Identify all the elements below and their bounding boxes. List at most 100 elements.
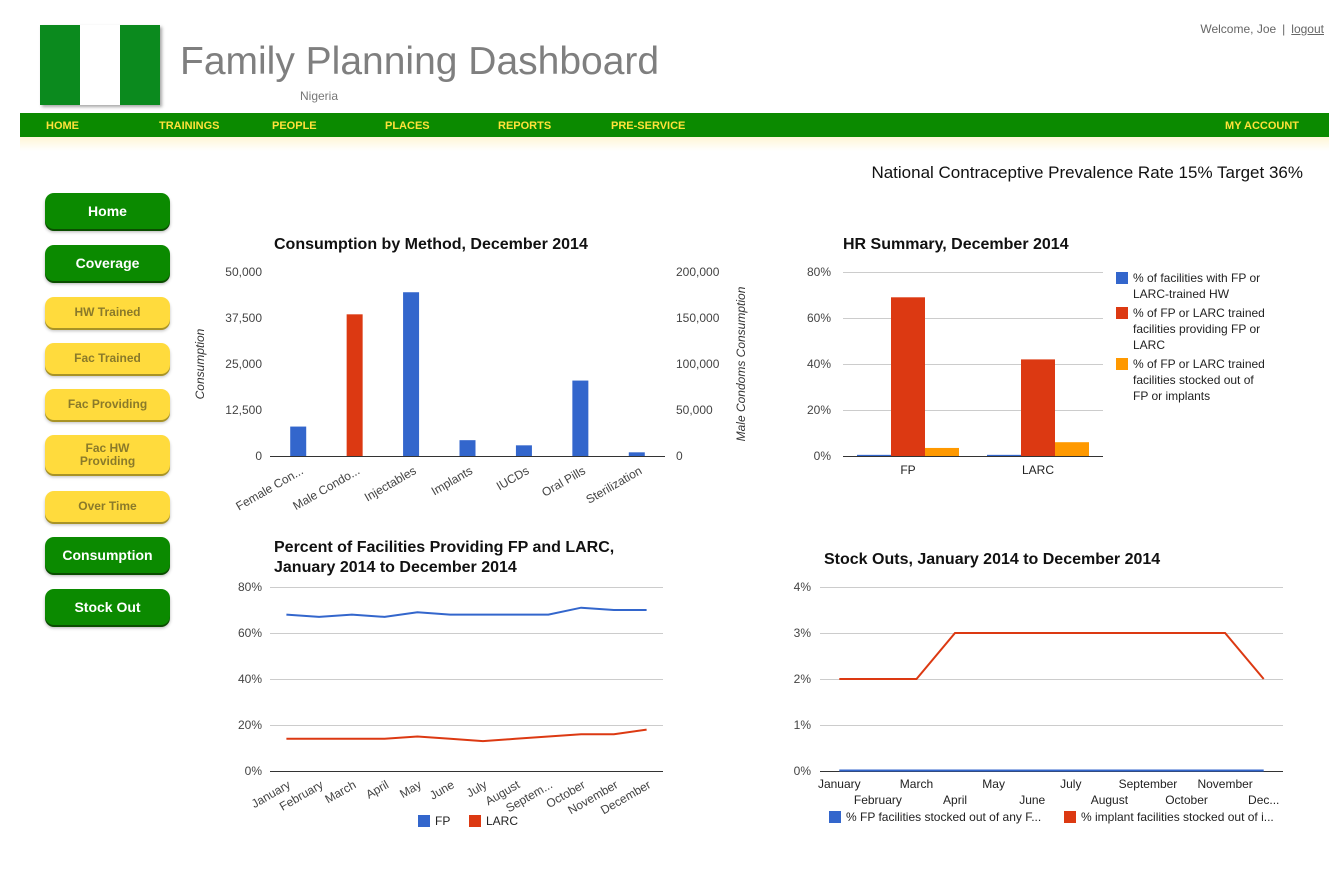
stockouts-ytick: 0% bbox=[794, 764, 812, 778]
stockouts-ytick: 4% bbox=[794, 580, 812, 594]
consumption-ytick-right: 200,000 bbox=[676, 265, 720, 279]
providing-series-line bbox=[286, 728, 647, 743]
providing-title-line2: January 2014 to December 2014 bbox=[274, 559, 517, 576]
providing-chart-title: Percent of Facilities Providing FP and L… bbox=[274, 538, 614, 578]
hr-legend-label: % of FP or LARC trained bbox=[1133, 306, 1265, 320]
consumption-ytick-right: 150,000 bbox=[676, 311, 720, 325]
stockouts-legend-swatch bbox=[1064, 811, 1076, 823]
providing-ytick: 40% bbox=[238, 672, 262, 686]
providing-xtick-label: April bbox=[363, 777, 391, 801]
sidebar-over-time-button[interactable]: Over Time bbox=[45, 491, 170, 522]
app-title: Family Planning Dashboard bbox=[180, 40, 660, 83]
providing-series-line bbox=[286, 606, 647, 618]
consumption-ylabel-left: Consumption bbox=[193, 328, 207, 399]
providing-ytick: 20% bbox=[238, 718, 262, 732]
hr-bar bbox=[891, 297, 925, 456]
providing-legend-swatch bbox=[469, 815, 481, 827]
nav-home[interactable]: HOME bbox=[46, 120, 79, 132]
stockouts-xtick-label: Dec... bbox=[1248, 793, 1279, 807]
consumption-ytick-left: 37,500 bbox=[225, 311, 262, 325]
consumption-bar-consumption bbox=[403, 292, 420, 456]
providing-legend-swatch bbox=[418, 815, 430, 827]
hr-bar bbox=[1021, 359, 1055, 456]
stockouts-xtick-label: June bbox=[1019, 793, 1045, 807]
hr-bar bbox=[987, 454, 1021, 456]
hr-legend-label: % of facilities with FP or bbox=[1133, 271, 1260, 285]
hr-legend-label: % of FP or LARC trained bbox=[1133, 357, 1265, 371]
consumption-xtick-label: Sterilization bbox=[584, 463, 645, 506]
providing-legend-label: LARC bbox=[486, 814, 518, 828]
fac-hw-providing-line2: Providing bbox=[79, 453, 136, 468]
hr-legend-label: FP or implants bbox=[1133, 389, 1210, 403]
consumption-ytick-left: 50,000 bbox=[225, 265, 262, 279]
consumption-ytick-right: 100,000 bbox=[676, 357, 720, 371]
stockouts-xtick-label: October bbox=[1165, 793, 1208, 807]
consumption-bar-consumption bbox=[459, 440, 476, 456]
stockouts-legend-label: % implant facilities stocked out of i... bbox=[1081, 810, 1274, 824]
user-separator: | bbox=[1282, 22, 1286, 36]
stockouts-ytick: 3% bbox=[794, 626, 812, 640]
nav-people[interactable]: PEOPLE bbox=[272, 120, 317, 132]
stockouts-xtick-label: March bbox=[900, 777, 933, 791]
sidebar-fac-hw-providing-button[interactable]: Fac HW Providing bbox=[45, 435, 170, 474]
sidebar-fac-providing-button[interactable]: Fac Providing bbox=[45, 389, 170, 420]
sidebar-stock-out-button[interactable]: Stock Out bbox=[45, 589, 170, 625]
stockouts-xtick-label: February bbox=[854, 793, 902, 807]
hr-legend-swatch bbox=[1116, 358, 1128, 370]
providing-xtick-label: March bbox=[322, 777, 358, 806]
nav-pre-service[interactable]: PRE-SERVICE bbox=[611, 120, 686, 132]
consumption-bar-consumption bbox=[515, 445, 532, 456]
logout-link[interactable]: logout bbox=[1291, 22, 1324, 36]
hr-legend-label: facilities stocked out of bbox=[1133, 373, 1254, 387]
providing-title-line1: Percent of Facilities Providing FP and L… bbox=[274, 539, 615, 556]
stockouts-ytick: 1% bbox=[794, 718, 812, 732]
providing-xtick-label: June bbox=[427, 777, 457, 802]
hr-bar bbox=[1055, 442, 1089, 456]
consumption-bar-consumption bbox=[290, 426, 307, 456]
contraceptive-prevalence-rate: National Contraceptive Prevalence Rate 1… bbox=[871, 163, 1303, 182]
hr-bar bbox=[925, 447, 959, 456]
stockouts-xtick-label: April bbox=[943, 793, 967, 807]
top-nav-bar: HOME TRAININGS PEOPLE PLACES REPORTS PRE… bbox=[20, 113, 1329, 137]
hr-legend-label: LARC bbox=[1133, 338, 1165, 352]
providing-xtick-label: May bbox=[397, 777, 424, 800]
sidebar-coverage-button[interactable]: Coverage bbox=[45, 245, 170, 281]
providing-ytick: 0% bbox=[245, 764, 263, 778]
stockouts-xtick-label: September bbox=[1119, 777, 1178, 791]
country-subtitle: Nigeria bbox=[300, 89, 339, 103]
hr-ytick: 40% bbox=[807, 357, 831, 371]
stockouts-xtick-label: July bbox=[1060, 777, 1081, 791]
sidebar-home-button[interactable]: Home bbox=[45, 193, 170, 229]
consumption-bar-consumption bbox=[628, 452, 645, 456]
providing-ytick: 80% bbox=[238, 580, 262, 594]
nav-places[interactable]: PLACES bbox=[385, 120, 430, 132]
consumption-ytick-left: 0 bbox=[255, 449, 262, 463]
sidebar-consumption-button[interactable]: Consumption bbox=[45, 537, 170, 573]
hr-ytick: 0% bbox=[814, 449, 832, 463]
hr-ytick: 80% bbox=[807, 265, 831, 279]
stockouts-xtick-label: May bbox=[982, 777, 1005, 791]
stockouts-xtick-label: November bbox=[1197, 777, 1252, 791]
consumption-xtick-label: IUCDs bbox=[494, 463, 532, 493]
hr-legend-label: LARC-trained HW bbox=[1133, 287, 1230, 301]
consumption-bar-consumption bbox=[572, 380, 589, 456]
consumption-xtick-label: Injectables bbox=[362, 463, 419, 504]
stockouts-series-line bbox=[839, 632, 1265, 680]
hr-ytick: 60% bbox=[807, 311, 831, 325]
stockouts-xtick-label: August bbox=[1091, 793, 1129, 807]
hr-chart-title: HR Summary, December 2014 bbox=[843, 236, 1069, 253]
consumption-xtick-label: Implants bbox=[429, 463, 475, 498]
nav-trainings[interactable]: TRAININGS bbox=[159, 120, 220, 132]
consumption-ytick-right: 50,000 bbox=[676, 403, 713, 417]
sidebar-hw-trained-button[interactable]: HW Trained bbox=[45, 297, 170, 328]
nav-my-account[interactable]: MY ACCOUNT bbox=[1225, 120, 1299, 132]
sidebar-fac-trained-button[interactable]: Fac Trained bbox=[45, 343, 170, 374]
nigeria-flag-logo bbox=[40, 25, 160, 105]
hr-legend-swatch bbox=[1116, 272, 1128, 284]
consumption-chart-title: Consumption by Method, December 2014 bbox=[274, 236, 588, 253]
stockouts-xtick-label: January bbox=[818, 777, 861, 791]
nav-reports[interactable]: REPORTS bbox=[498, 120, 552, 132]
consumption-bar-male-condoms bbox=[346, 314, 363, 456]
